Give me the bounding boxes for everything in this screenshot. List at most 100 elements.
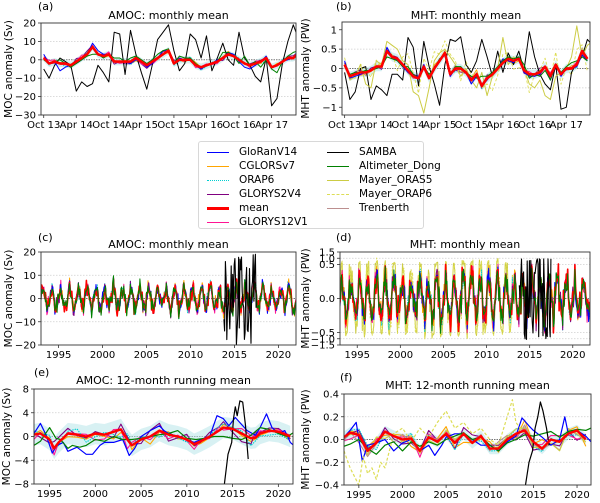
panel-label: (c) [38,231,53,244]
panel-label: (d) [336,231,352,244]
y-axis-label: MOC anomaly (Sv) [1,388,13,486]
x-tick-label: Oct 16 [518,120,551,131]
legend-swatch [327,179,349,181]
panel-d: −1.5−1.0−0.5 0.0 0.51.01.5 1995 2000 2005 2010… [300,231,591,361]
x-tick-label: Oct 14 [92,120,125,131]
legend-item: GLORYS12V1 [207,215,308,229]
axes-frame [40,22,297,116]
x-tick-label: Apr 17 [550,120,583,131]
legend-label: Altimeter_Dong [359,160,441,172]
panel-title: AMOC: monthly mean [108,238,229,251]
legend-swatch [327,151,349,153]
x-tick-label: Apr 17 [255,120,288,131]
y-axis-label: MOC anomaly (Sv) [3,20,15,118]
y-tick-label: 1 [331,25,337,36]
x-tick-label: Oct 13 [27,120,60,131]
x-tick-label: 2010 [178,350,203,361]
y-tick-label: −1.5 [311,341,335,352]
x-tick-label: 2000 [390,490,415,501]
y-tick-label: 10 [23,271,36,282]
legend-swatch [327,165,349,167]
series-orap6 [34,423,291,450]
y-tick-label: −10 [15,317,36,328]
panel-f: −0.4 −0.2 0.0 0.2 0.4 1995 2000 2005 2010 2015 202… [300,371,592,501]
legend-label: ORAP6 [239,174,275,186]
y-tick-label: −4 [14,456,29,467]
legend-item: Mayer_ORAS5 [327,173,432,187]
series-samba [43,24,296,107]
x-tick-label: 1995 [345,350,370,361]
legend-item: Trenberth [327,201,409,215]
panel-e: −8 −4 0 4 8 1995 2000 2005 2010 2015 2020 AMOC: 12-… [1,366,294,500]
x-tick-label: 2015 [220,489,245,500]
series-mayer_orap6 [344,399,526,485]
x-tick-label: Apr 15 [125,120,158,131]
x-tick-label: 2010 [174,489,199,500]
plot-area [343,25,590,114]
legend-swatch [207,206,229,210]
y-axis-label: MOC anomaly (Sv) [3,250,15,348]
y-tick-label: −0.2 [315,458,339,469]
y-tick-label: −8 [14,480,29,491]
y-tick-label: 0 [23,432,29,443]
y-tick-label: −30 [15,111,36,122]
plot-area [344,399,591,485]
x-tick-label: 2010 [474,350,499,361]
series-altimeter_dong [340,266,590,334]
legend-swatch [207,221,229,223]
y-tick-label: 0 [331,64,337,75]
y-tick-label: 20 [23,248,36,259]
legend-label: Trenberth [359,202,410,214]
x-tick-label: 2000 [83,489,108,500]
y-tick-label: −1 [322,103,337,114]
legend-label: GLORYS2V4 [239,188,302,200]
y-tick-label: −20 [15,92,36,103]
legend-item: GloRanV14 [207,145,297,159]
x-tick-label: 2020 [266,350,291,361]
x-tick-label: 2005 [128,489,153,500]
x-tick-label: 2010 [477,490,502,501]
legend-item: ORAP6 [207,173,274,187]
x-tick-label: 1995 [37,489,62,500]
y-tick-label: −20 [15,341,36,352]
y-tick-label: 0.0 [323,435,339,446]
legend-swatch [207,151,229,153]
y-tick-label: −0.5 [313,83,337,94]
legend-swatch [207,165,229,167]
x-tick-label: 1995 [46,350,71,361]
legend-label: mean [239,202,269,214]
panel-label: (a) [38,0,53,13]
y-axis-label: MHT anomaly (PW) [300,18,312,118]
legend-item: Mayer_ORAP6 [327,187,432,201]
panel-label: (b) [336,0,352,13]
y-tick-label: −0.4 [315,481,339,492]
y-tick-label: 0.5 [321,45,337,56]
legend-label: Mayer_ORAP6 [359,188,433,200]
legend-item: GLORYS2V4 [207,187,301,201]
legend-label: SAMBA [359,146,397,158]
y-tick-label: 0 [30,55,36,66]
series-mean [34,426,291,450]
x-tick-label: 2000 [90,350,115,361]
x-tick-label: Oct 15 [455,120,488,131]
series-samba [223,400,249,484]
legend-label: CGLORSv7 [239,160,296,172]
series-gloranv14 [34,413,293,457]
plot-area [34,400,293,484]
series-mayer_orap6 [344,40,588,94]
legend-item: Altimeter_Dong [327,159,441,173]
panel-label: (e) [34,366,49,379]
x-tick-label: Apr 16 [486,120,519,131]
legend-item: mean [207,201,269,215]
x-tick-label: 2000 [388,350,413,361]
plot-area [340,257,590,340]
series-samba [518,258,552,340]
x-tick-label: 2015 [222,350,247,361]
series-samba [223,253,257,345]
y-tick-label: 1.0 [319,254,335,265]
x-tick-label: Oct 15 [157,120,190,131]
y-tick-label: 4 [23,408,29,419]
x-tick-label: Oct 16 [222,120,255,131]
